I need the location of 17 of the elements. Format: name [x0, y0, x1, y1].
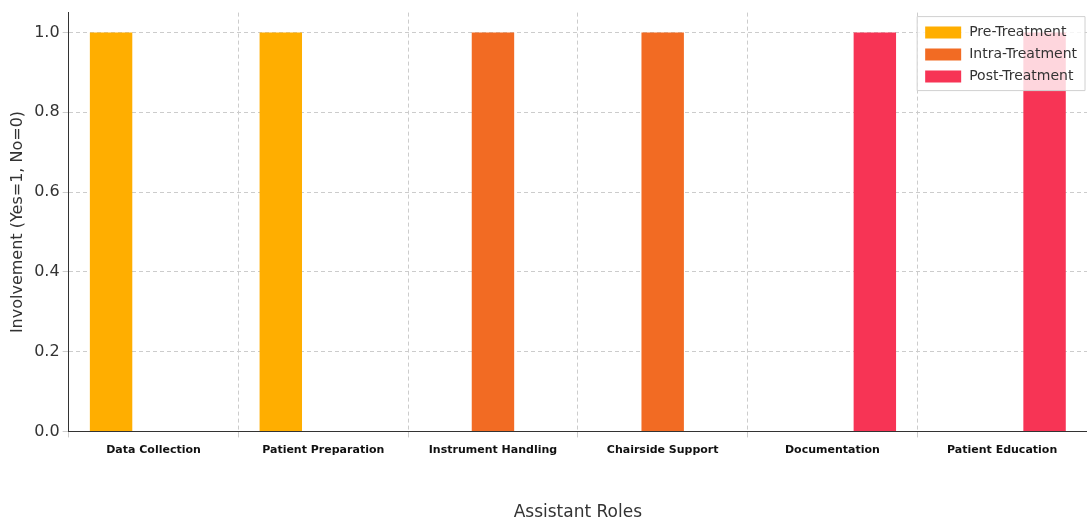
- x-tick-label: Instrument Handling: [428, 442, 558, 456]
- legend-label: Intra-Treatment: [969, 45, 1078, 62]
- y-tick-label: 0.8: [34, 101, 60, 121]
- x-axis-title: Assistant Roles: [513, 501, 643, 522]
- y-tick-label: 0.6: [34, 181, 60, 201]
- y-axis-title: Involvement (Yes=1, No=0): [6, 110, 26, 334]
- legend-label: Pre-Treatment: [969, 23, 1067, 40]
- x-tick-label: Documentation: [784, 442, 880, 456]
- x-tick-label: Chairside Support: [606, 442, 719, 456]
- x-tick-label: Data Collection: [106, 442, 201, 456]
- legend-label: Post-Treatment: [969, 67, 1074, 84]
- x-tick-label: Patient Preparation: [262, 442, 385, 456]
- y-tick-label: 0.2: [34, 340, 60, 360]
- y-tick-label: 0.0: [34, 420, 60, 440]
- y-tick-label: 0.4: [34, 261, 60, 281]
- y-tick-label: 1.0: [34, 21, 60, 41]
- x-tick-label: Patient Education: [947, 442, 1058, 456]
